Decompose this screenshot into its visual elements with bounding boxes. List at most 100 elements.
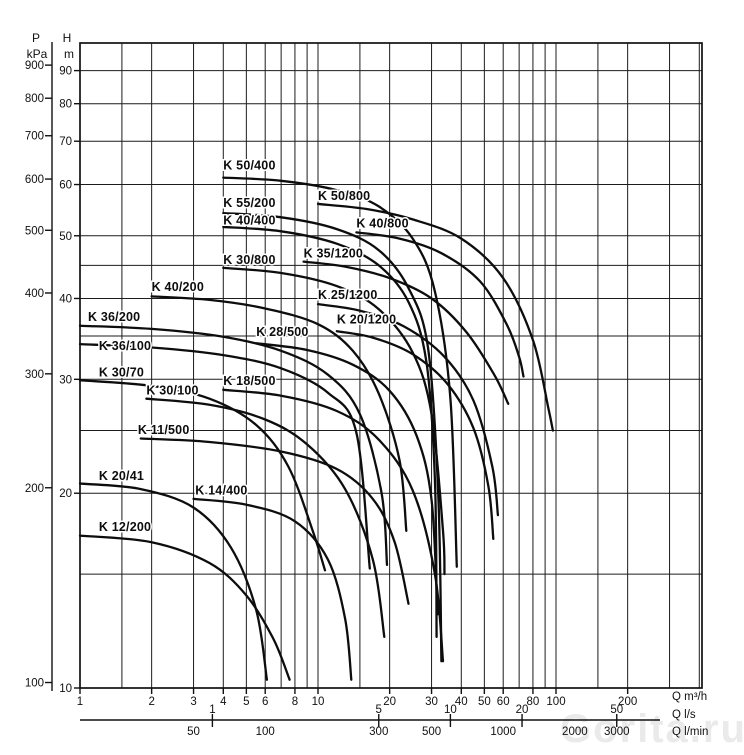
- head-tick-label: 30: [59, 374, 72, 386]
- curve-k-55-200: [222, 211, 443, 663]
- curve-label-k-35-1200: K 35/1200: [304, 246, 363, 260]
- kpa-tick-label: 400: [25, 288, 44, 300]
- ls-tick-label: 50: [610, 704, 623, 716]
- watermark: Gorita.ru: [560, 707, 744, 751]
- curve-k-14-400: [192, 497, 353, 681]
- curve-k-40-200: [150, 295, 408, 532]
- ls-tick-label: 10: [444, 704, 457, 716]
- kpa-tick-label: 800: [25, 93, 44, 105]
- curve-label-k-40-200: K 40/200: [152, 280, 204, 294]
- plot-border: [79, 42, 703, 689]
- pressure-axis-title: P: [32, 31, 40, 45]
- lmin-tick-label: 2000: [562, 726, 588, 738]
- kpa-tick-label: 300: [25, 369, 44, 381]
- head-axis-title: H: [63, 31, 72, 45]
- m3h-tick-label: 8: [292, 696, 298, 708]
- m3h-tick-label: 4: [220, 696, 227, 708]
- curve-k-35-1200: [302, 260, 510, 405]
- curve-label-k-30-800: K 30/800: [223, 253, 275, 267]
- curve-label-k-36-200: K 36/200: [88, 310, 140, 324]
- grid: [79, 43, 702, 689]
- curve-k-20-1200: [335, 330, 495, 541]
- m3h-tick-label: 30: [425, 696, 438, 708]
- head-tick-label: 10: [59, 683, 72, 695]
- curve-label-k-40-800: K 40/800: [356, 216, 408, 230]
- m3h-tick-label: 2: [148, 696, 154, 708]
- head-tick-label: 80: [59, 99, 72, 111]
- head-tick-label: 40: [59, 293, 72, 305]
- curve-k-50-800: [316, 202, 555, 432]
- curve-k-25-1200: [316, 302, 500, 517]
- curve-k-30-100: [145, 397, 386, 638]
- curve-label-k-28-500: K 28/500: [256, 325, 308, 339]
- m3h-tick-label: 3: [190, 696, 196, 708]
- m3h-tick-label: 80: [527, 696, 540, 708]
- x-axis: 1 2 3 4 5 6 8 10 20 30 40 50 60 80 100 200 Q m³/h 1 5 10 20 5…: [77, 688, 708, 738]
- m3h-unit-label: Q m³/h: [672, 691, 707, 703]
- curve-label-k-14-400: K 14/400: [195, 484, 247, 498]
- curve-label-k-25-1200: K 25/1200: [318, 288, 377, 302]
- ls-tick-label: 5: [376, 704, 382, 716]
- m3h-tick-label: 5: [243, 696, 249, 708]
- m3h-tick-label: 10: [312, 696, 325, 708]
- curve-k-30-70: [78, 379, 327, 572]
- curve-k-36-200: [78, 324, 389, 567]
- curve-label-k-11-500: K 11/500: [138, 423, 190, 437]
- kpa-tick-label: 700: [25, 131, 44, 143]
- kpa-tick-label: 900: [25, 60, 44, 72]
- curve-label-k-36-100: K 36/100: [99, 339, 151, 353]
- ls-tick-label: 1: [209, 704, 215, 716]
- curve-label-k-20-41: K 20/41: [99, 469, 144, 483]
- m3h-tick-label: 50: [478, 696, 491, 708]
- lmin-tick-label: 50: [187, 726, 200, 738]
- head-axis-unit: m: [64, 47, 74, 61]
- curve-k-50-400: [222, 176, 458, 568]
- m3h-tick-label: 200: [618, 696, 637, 708]
- curve-k-18-500: [222, 388, 445, 663]
- curve-label-k-18-500: K 18/500: [223, 374, 275, 388]
- curve-label-k-40-400: K 40/400: [223, 214, 275, 228]
- lmin-tick-label: 100: [256, 726, 275, 738]
- head-tick-label: 20: [59, 488, 72, 500]
- kpa-tick-label: 500: [25, 225, 44, 237]
- head-tick-label: 90: [59, 66, 72, 78]
- curve-label-k-50-800: K 50/800: [318, 189, 370, 203]
- m3h-tick-label: 1: [77, 696, 83, 708]
- m3h-tick-label: 40: [455, 696, 468, 708]
- ls-tick-label: 20: [516, 704, 529, 716]
- lmin-tick-label: 300: [369, 726, 388, 738]
- kpa-tick-label: 600: [25, 174, 44, 186]
- curve-k-40-400: [222, 225, 438, 638]
- curve-k-20-41: [78, 482, 269, 681]
- m3h-tick-label: 6: [262, 696, 268, 708]
- curve-label-k-30-70: K 30/70: [99, 366, 144, 380]
- curve-k-28-500: [255, 342, 439, 616]
- curve-k-36-100: [78, 342, 371, 570]
- m3h-tick-label: 100: [546, 696, 565, 708]
- kpa-tick-label: 200: [25, 483, 44, 495]
- curve-k-30-800: [222, 266, 446, 576]
- curve-family: K 50/400 K 50/800 K 55/200 K 40/400 K 40/800…: [78, 157, 555, 681]
- curve-k-40-800: [355, 231, 525, 378]
- lmin-tick-label: 1000: [490, 726, 516, 738]
- kpa-tick-label: 100: [25, 678, 44, 690]
- curve-k-12-200: [78, 534, 291, 681]
- curve-label-k-12-200: K 12/200: [99, 520, 151, 534]
- head-tick-label: 60: [59, 180, 72, 192]
- head-tick-label: 50: [59, 231, 72, 243]
- lmin-unit-label: Q l/min: [672, 726, 708, 738]
- lmin-tick-label: 3000: [604, 726, 630, 738]
- lmin-tick-label: 500: [422, 726, 441, 738]
- ls-unit-label: Q l/s: [672, 709, 696, 721]
- head-tick-label: 70: [59, 136, 72, 148]
- m3h-tick-label: 60: [497, 696, 510, 708]
- curve-label-k-50-400: K 50/400: [223, 158, 275, 172]
- curve-label-k-20-1200: K 20/1200: [337, 312, 396, 326]
- pressure-axis-unit: kPa: [27, 47, 48, 61]
- curve-label-k-55-200: K 55/200: [223, 196, 275, 210]
- m3h-tick-label: 20: [383, 696, 396, 708]
- curve-label-k-30-100: K 30/100: [146, 384, 198, 398]
